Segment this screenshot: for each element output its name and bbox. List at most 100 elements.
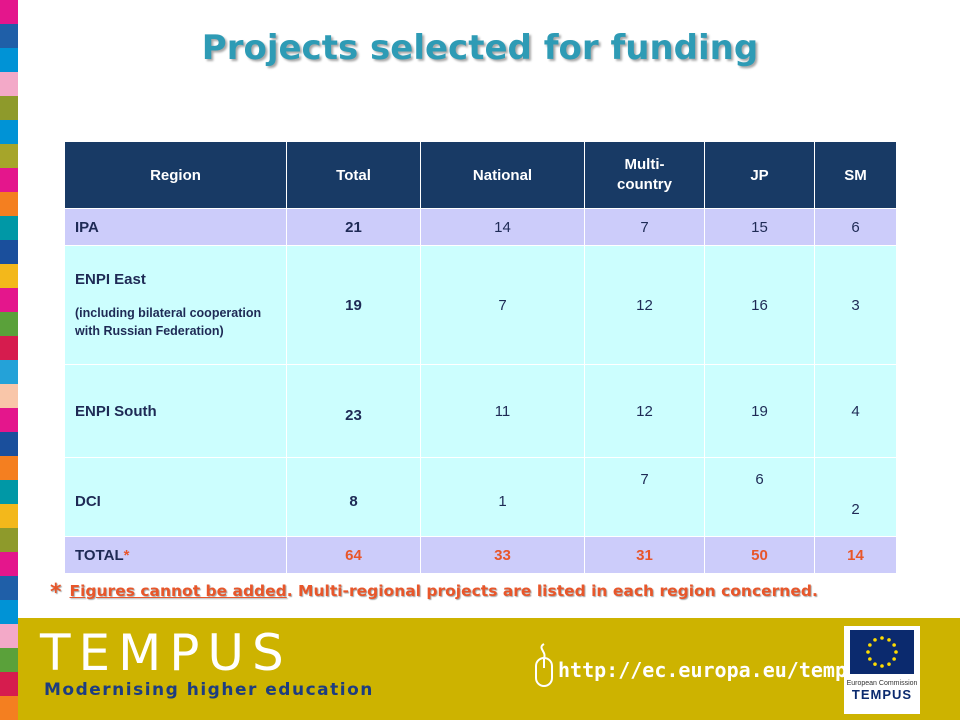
strip-segment	[0, 432, 18, 456]
jp-value: 6	[755, 470, 764, 488]
sm-cell: 6	[814, 208, 897, 246]
table-header-row: Region Total National Multi- country JP …	[64, 141, 897, 209]
strip-segment	[0, 384, 18, 408]
jp-cell: 15	[704, 208, 815, 246]
sm-cell: 3	[814, 245, 897, 365]
tempus-tagline: Modernising higher education	[44, 680, 374, 700]
eu-star	[868, 643, 872, 647]
footnote-text: . Multi-regional projects are listed in …	[286, 582, 818, 600]
strip-segment	[0, 192, 18, 216]
strip-segment	[0, 456, 18, 480]
strip-segment	[0, 336, 18, 360]
multi-value: 7	[640, 470, 649, 488]
region-cell: ENPI East (including bilateral cooperati…	[64, 245, 287, 365]
strip-segment	[0, 408, 18, 432]
strip-segment	[0, 528, 18, 552]
jp-total-cell: 50	[704, 536, 815, 574]
footnote-underlined: Figures cannot be added	[69, 582, 287, 600]
eu-star	[887, 662, 891, 666]
strip-segment	[0, 552, 18, 576]
sm-value: 2	[851, 500, 860, 518]
total-cell: 19	[286, 245, 421, 365]
strip-segment	[0, 360, 18, 384]
table-row: ENPI East (including bilateral cooperati…	[64, 245, 897, 365]
eu-flag-icon	[850, 630, 914, 674]
eu-star	[873, 662, 877, 666]
strip-segment	[0, 120, 18, 144]
eu-star	[880, 636, 884, 640]
national-cell: 1	[420, 457, 585, 537]
eu-star	[894, 650, 898, 654]
total-cell: 8	[286, 457, 421, 537]
funding-table: Region Total National Multi- country JP …	[64, 141, 897, 574]
sm-total-cell: 14	[814, 536, 897, 574]
multi-cell: 7	[584, 457, 705, 537]
sm-cell: 4	[814, 364, 897, 458]
national-cell: 7	[420, 245, 585, 365]
strip-segment	[0, 96, 18, 120]
eu-caption: European Commission	[846, 680, 918, 687]
eu-star	[892, 657, 896, 661]
header-total: Total	[286, 141, 421, 209]
tempus-logo: TEMPUS	[40, 624, 292, 682]
region-note: (including bilateral cooperation with Ru…	[75, 305, 262, 338]
sm-cell: 2	[814, 457, 897, 537]
strip-segment	[0, 504, 18, 528]
eu-star	[892, 643, 896, 647]
header-region: Region	[64, 141, 287, 209]
jp-cell: 19	[704, 364, 815, 458]
region-name: DCI	[75, 492, 101, 510]
strip-segment	[0, 288, 18, 312]
jp-cell: 16	[704, 245, 815, 365]
table-row: ENPI South 23 11 12 19 4	[64, 364, 897, 458]
eu-tempus-name: TEMPUS	[851, 687, 913, 702]
national-cell: 14	[420, 208, 585, 246]
multi-cell: 12	[584, 245, 705, 365]
jp-cell: 6	[704, 457, 815, 537]
strip-segment	[0, 0, 18, 24]
grand-total-cell: 64	[286, 536, 421, 574]
region-cell: IPA	[64, 208, 287, 246]
strip-segment	[0, 24, 18, 48]
left-color-strip	[0, 0, 18, 720]
tempus-url-link[interactable]: http://ec.europa.eu/tempus	[558, 658, 872, 682]
strip-segment	[0, 72, 18, 96]
strip-segment	[0, 696, 18, 720]
table-row: IPA 21 14 7 15 6	[64, 208, 897, 246]
header-sm: SM	[814, 141, 897, 209]
total-value: 23	[345, 406, 362, 424]
table-row: DCI 8 1 7 6 2	[64, 457, 897, 537]
strip-segment	[0, 624, 18, 648]
strip-segment	[0, 600, 18, 624]
eu-star	[887, 638, 891, 642]
footnote-star: *	[50, 580, 62, 605]
total-label-cell: TOTAL*	[64, 536, 287, 574]
header-multi-country: Multi- country	[584, 141, 705, 209]
multi-total-cell: 31	[584, 536, 705, 574]
strip-segment	[0, 312, 18, 336]
strip-segment	[0, 168, 18, 192]
eu-star	[880, 664, 884, 668]
strip-segment	[0, 672, 18, 696]
total-cell: 21	[286, 208, 421, 246]
national-total-cell: 33	[420, 536, 585, 574]
national-value: 1	[498, 492, 507, 510]
eu-star	[868, 657, 872, 661]
national-cell: 11	[420, 364, 585, 458]
header-national: National	[420, 141, 585, 209]
strip-segment	[0, 576, 18, 600]
strip-segment	[0, 480, 18, 504]
multi-cell: 7	[584, 208, 705, 246]
footnote: * Figures cannot be added. Multi-regional…	[50, 580, 930, 605]
strip-segment	[0, 216, 18, 240]
total-label: TOTAL	[75, 546, 124, 564]
region-cell: DCI	[64, 457, 287, 537]
eu-star	[873, 638, 877, 642]
total-star: *	[123, 546, 130, 564]
strip-segment	[0, 240, 18, 264]
strip-segment	[0, 144, 18, 168]
page-title: Projects selected for funding	[201, 28, 759, 68]
strip-segment	[0, 48, 18, 72]
multi-cell: 12	[584, 364, 705, 458]
eu-commission-logo: European Commission TEMPUS	[844, 626, 920, 714]
